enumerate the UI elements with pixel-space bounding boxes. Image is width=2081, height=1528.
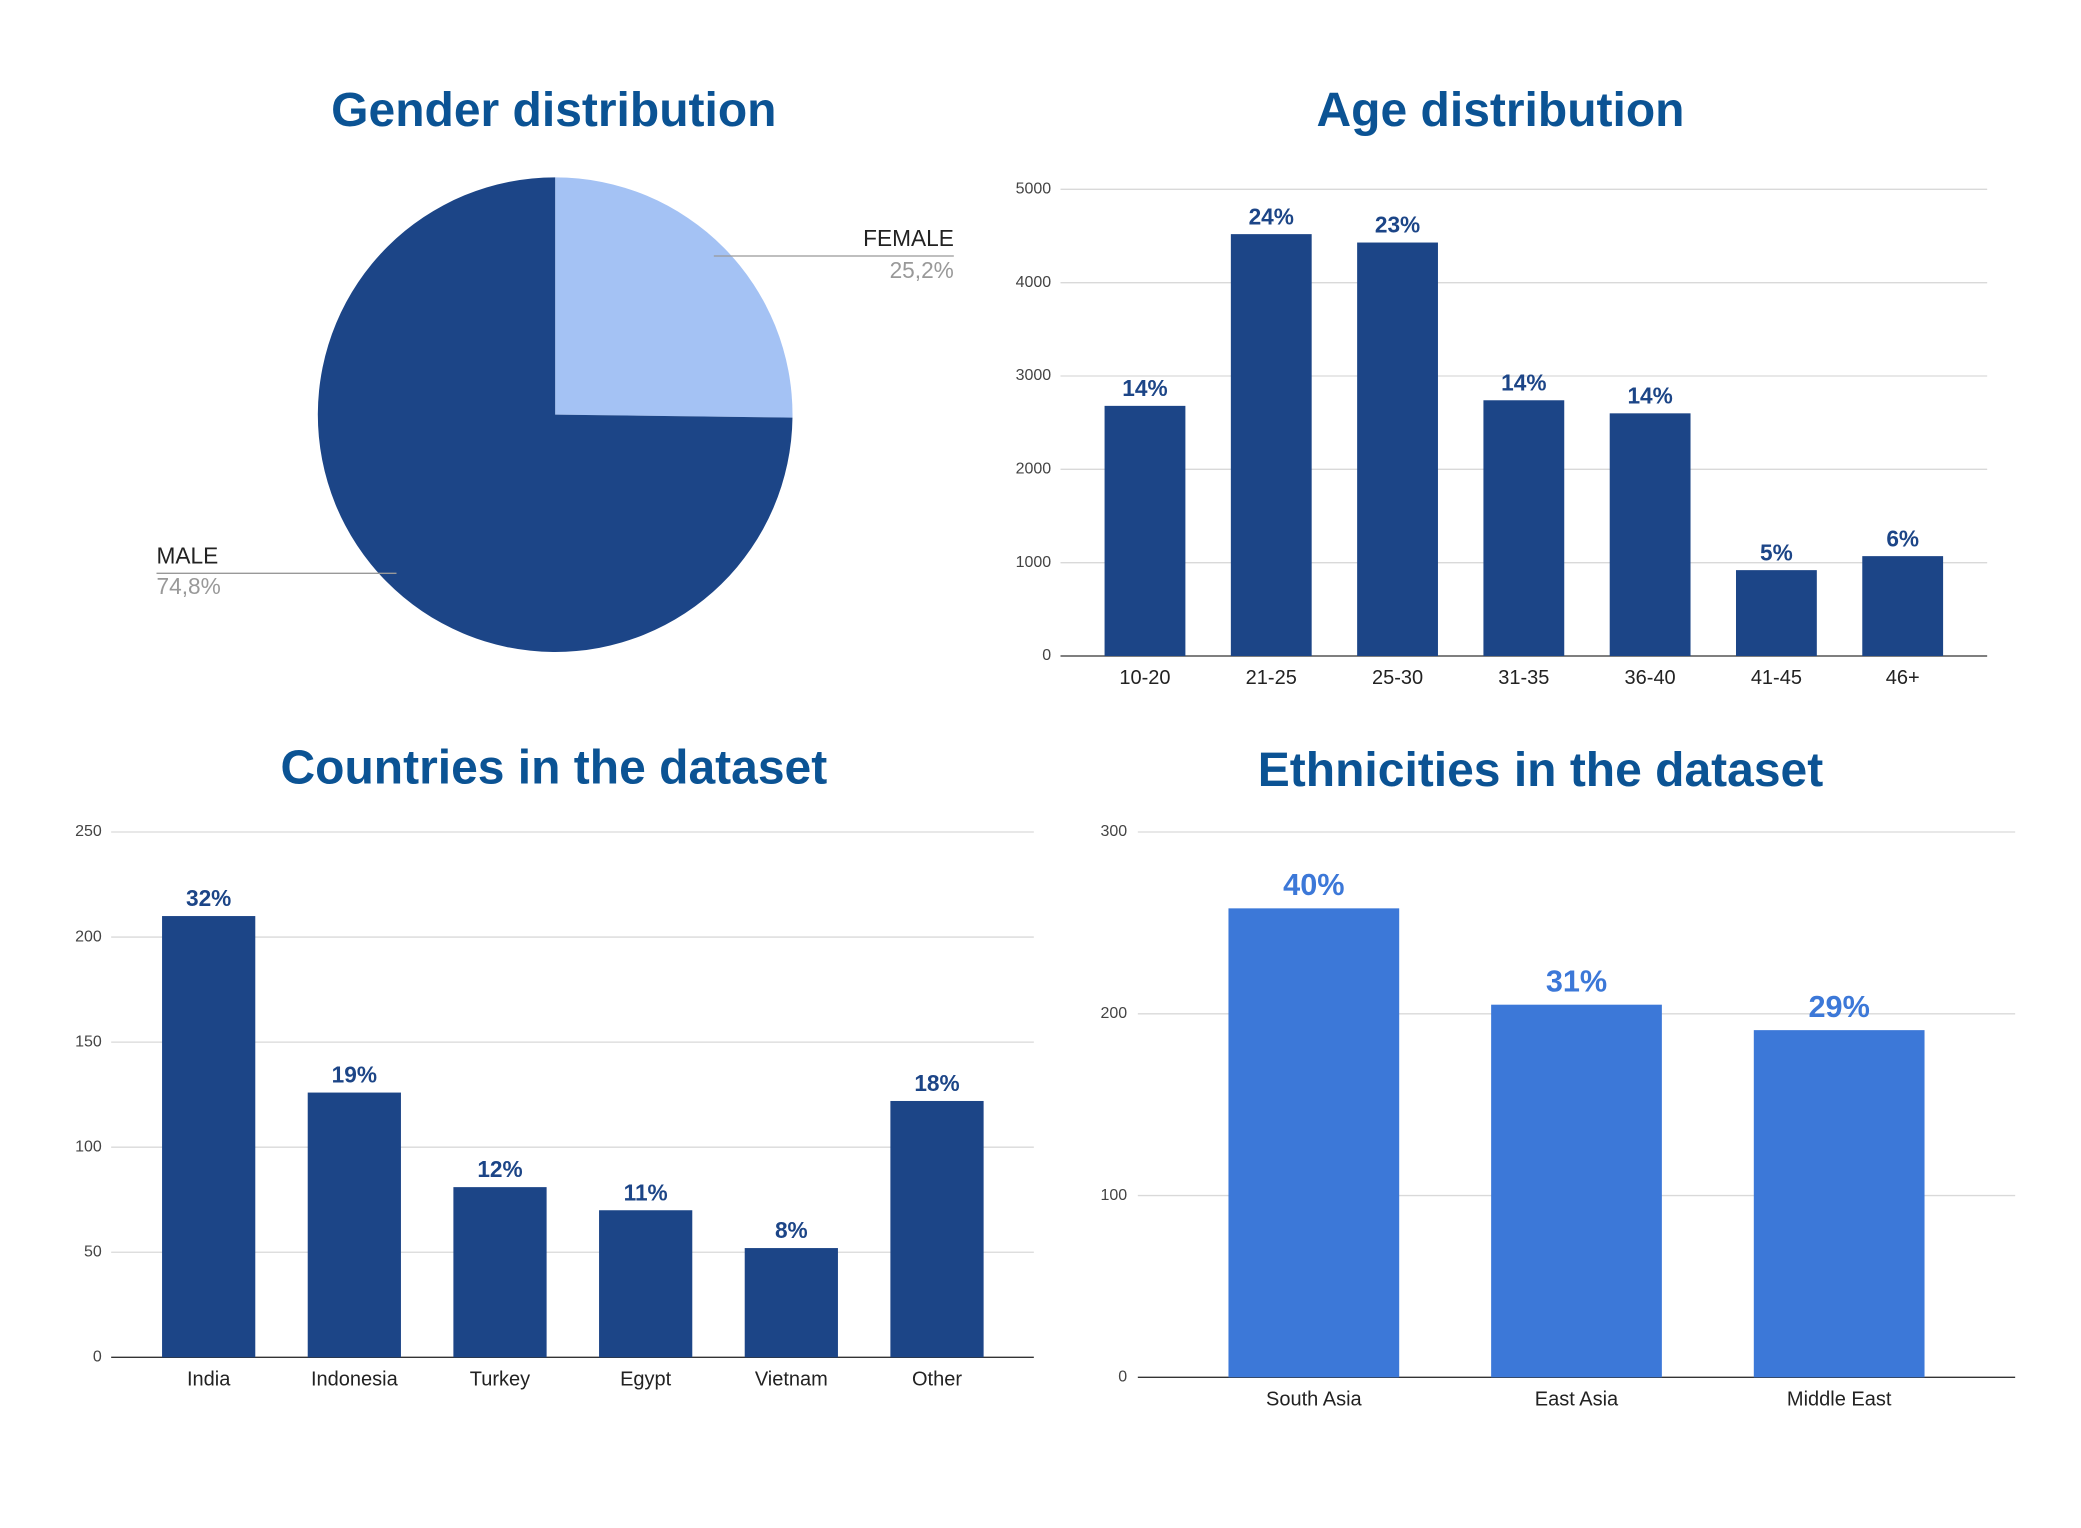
bar bbox=[1753, 1030, 1925, 1378]
y-tick-label: 250 bbox=[75, 823, 102, 840]
bar-percent-label: 32% bbox=[186, 885, 231, 911]
bar-percent-label: 6% bbox=[1886, 525, 1919, 551]
x-tick-label: 31-35 bbox=[1498, 667, 1549, 689]
bar bbox=[1104, 405, 1186, 656]
bar bbox=[1357, 242, 1438, 656]
y-tick-label: 100 bbox=[75, 1138, 102, 1155]
slice-value-label: 74,8% bbox=[157, 573, 221, 599]
x-tick-label: Other bbox=[912, 1368, 962, 1390]
y-tick-label: 100 bbox=[1100, 1187, 1127, 1204]
y-tick-label: 4000 bbox=[1016, 274, 1052, 291]
y-tick-label: 0 bbox=[1118, 1369, 1127, 1386]
chart-title: Gender distribution bbox=[331, 84, 776, 137]
pie-slice bbox=[317, 177, 793, 653]
x-tick-label: East Asia bbox=[1535, 1388, 1619, 1410]
bar-percent-label: 29% bbox=[1808, 990, 1869, 1024]
x-tick-label: 21-25 bbox=[1246, 667, 1297, 689]
x-tick-label: South Asia bbox=[1266, 1388, 1363, 1410]
x-tick-label: Indonesia bbox=[311, 1368, 399, 1390]
y-tick-label: 1000 bbox=[1016, 554, 1052, 571]
slice-value-label: 25,2% bbox=[890, 257, 954, 283]
y-tick-label: 0 bbox=[93, 1349, 102, 1366]
slice-label: FEMALE bbox=[863, 225, 954, 251]
bar bbox=[307, 1092, 401, 1358]
y-tick-label: 300 bbox=[1100, 823, 1127, 840]
bar-percent-label: 8% bbox=[775, 1217, 808, 1243]
x-tick-label: 41-45 bbox=[1751, 667, 1802, 689]
y-tick-label: 200 bbox=[75, 928, 102, 945]
bar-percent-label: 14% bbox=[1627, 382, 1672, 408]
bar bbox=[1735, 570, 1817, 656]
bar-percent-label: 12% bbox=[477, 1156, 522, 1182]
x-tick-label: Middle East bbox=[1787, 1388, 1892, 1410]
bar-percent-label: 31% bbox=[1546, 964, 1607, 998]
bar-percent-label: 18% bbox=[914, 1070, 959, 1096]
y-tick-label: 50 bbox=[84, 1243, 102, 1260]
bar bbox=[1228, 908, 1400, 1378]
bar-percent-label: 24% bbox=[1249, 203, 1294, 229]
pie-slice bbox=[555, 177, 793, 418]
x-tick-label: Vietnam bbox=[755, 1368, 828, 1390]
chart-title: Age distribution bbox=[1317, 84, 1685, 137]
y-tick-label: 2000 bbox=[1016, 461, 1052, 478]
bar-percent-label: 14% bbox=[1501, 369, 1546, 395]
x-tick-label: 36-40 bbox=[1625, 667, 1676, 689]
bar bbox=[162, 916, 256, 1358]
bar bbox=[1483, 400, 1565, 656]
slice-label: MALE bbox=[157, 542, 219, 568]
y-tick-label: 200 bbox=[1100, 1005, 1127, 1022]
bar-percent-label: 14% bbox=[1122, 375, 1167, 401]
chart-title: Countries in the dataset bbox=[280, 741, 827, 794]
x-tick-label: Egypt bbox=[620, 1368, 672, 1390]
y-tick-label: 5000 bbox=[1016, 181, 1052, 198]
y-tick-label: 3000 bbox=[1016, 367, 1052, 384]
y-tick-label: 150 bbox=[75, 1033, 102, 1050]
x-tick-label: 10-20 bbox=[1119, 667, 1170, 689]
x-tick-label: India bbox=[187, 1368, 231, 1390]
x-tick-label: Turkey bbox=[470, 1368, 530, 1390]
bar bbox=[744, 1248, 838, 1358]
bar bbox=[1230, 234, 1312, 656]
bar bbox=[1491, 1004, 1662, 1378]
bar bbox=[599, 1210, 693, 1358]
bar-percent-label: 19% bbox=[332, 1062, 377, 1088]
bar bbox=[1862, 556, 1944, 656]
bar-percent-label: 40% bbox=[1283, 868, 1344, 902]
bar bbox=[890, 1100, 984, 1358]
bar bbox=[1609, 413, 1691, 656]
bar-percent-label: 5% bbox=[1760, 539, 1793, 565]
bar-percent-label: 11% bbox=[624, 1179, 668, 1205]
chart-title: Ethnicities in the dataset bbox=[1258, 744, 1823, 797]
x-tick-label: 46+ bbox=[1886, 667, 1920, 689]
bar bbox=[453, 1187, 547, 1358]
y-tick-label: 0 bbox=[1042, 647, 1051, 664]
bar-percent-label: 23% bbox=[1375, 212, 1420, 238]
x-tick-label: 25-30 bbox=[1372, 667, 1423, 689]
